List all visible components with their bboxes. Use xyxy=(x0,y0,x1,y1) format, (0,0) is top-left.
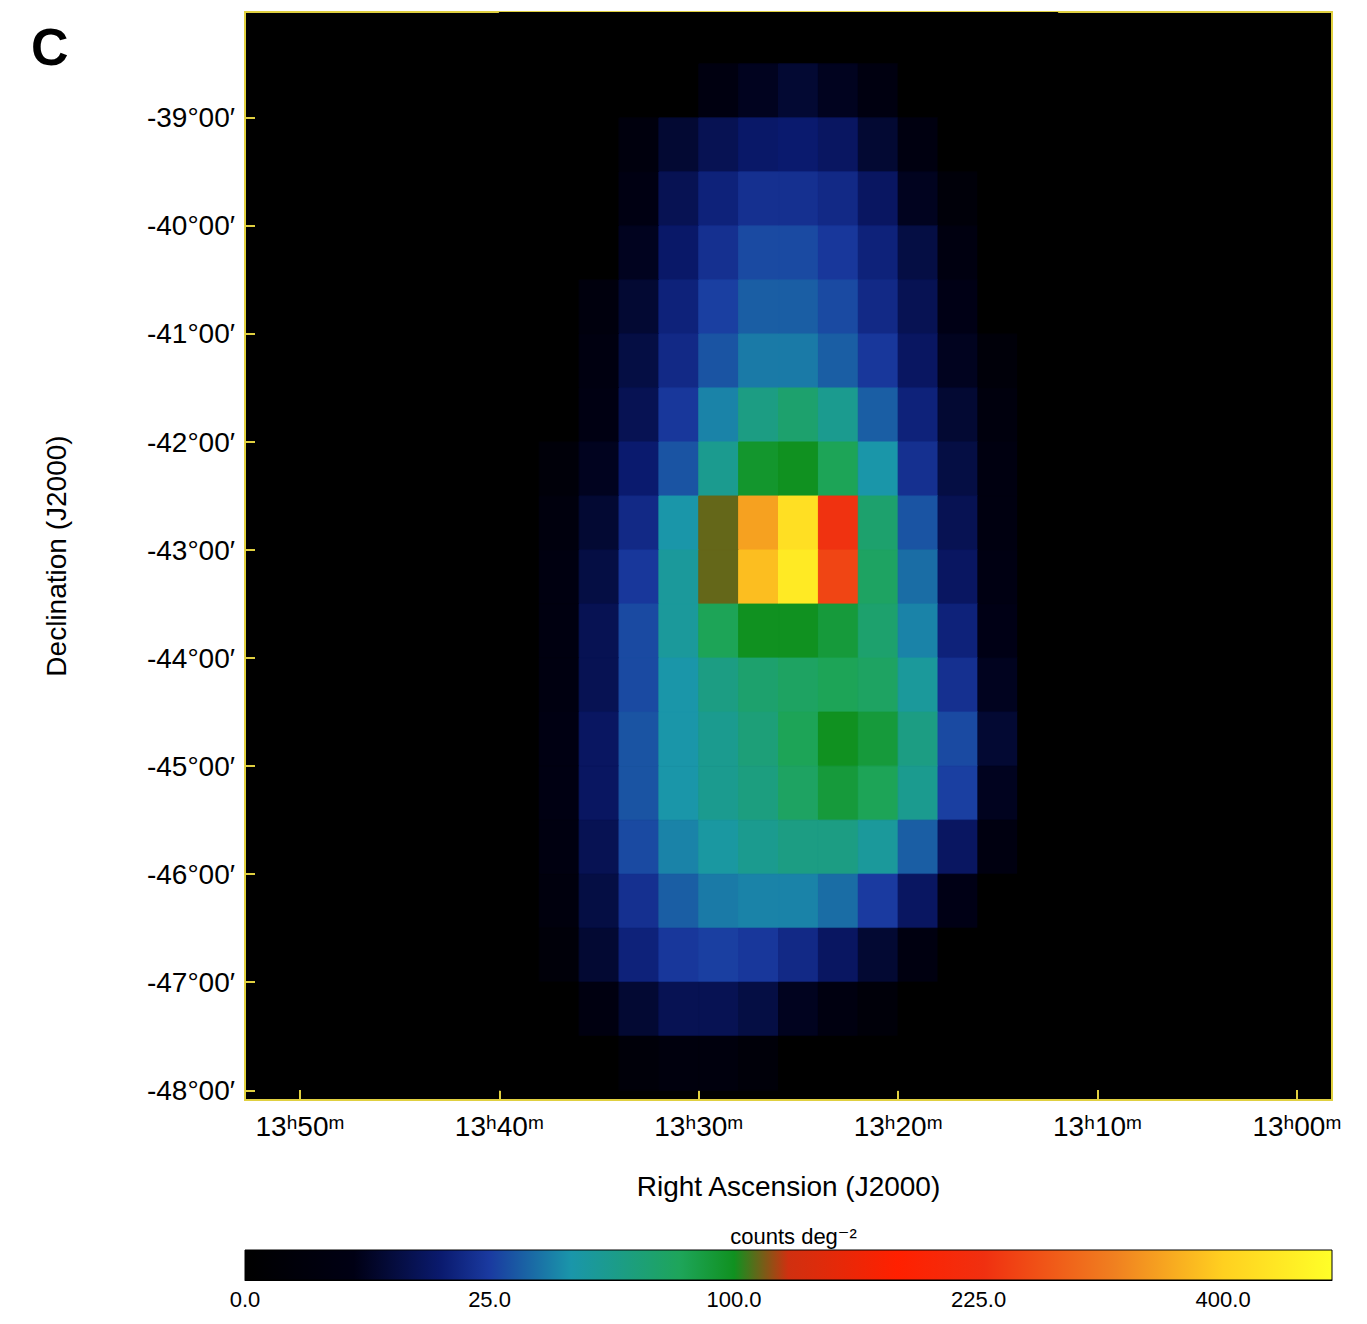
svg-text:400.0: 400.0 xyxy=(1196,1287,1251,1312)
svg-text:counts deg⁻²: counts deg⁻² xyxy=(730,1224,857,1249)
svg-text:-42°00′: -42°00′ xyxy=(147,427,235,458)
svg-text:-47°00′: -47°00′ xyxy=(147,967,235,998)
svg-text:Declination (J2000): Declination (J2000) xyxy=(41,435,72,676)
svg-text:13ʰ20ᵐ: 13ʰ20ᵐ xyxy=(854,1111,943,1142)
svg-text:225.0: 225.0 xyxy=(951,1287,1006,1312)
svg-text:C: C xyxy=(31,18,69,76)
svg-text:-40°00′: -40°00′ xyxy=(147,210,235,241)
svg-text:0.0: 0.0 xyxy=(230,1287,261,1312)
svg-text:25.0: 25.0 xyxy=(468,1287,511,1312)
svg-text:-48°00′: -48°00′ xyxy=(147,1075,235,1106)
svg-text:100.0: 100.0 xyxy=(707,1287,762,1312)
svg-text:Right Ascension (J2000): Right Ascension (J2000) xyxy=(637,1171,941,1202)
svg-text:13ʰ00ᵐ: 13ʰ00ᵐ xyxy=(1252,1111,1341,1142)
svg-text:-41°00′: -41°00′ xyxy=(147,318,235,349)
svg-text:-46°00′: -46°00′ xyxy=(147,859,235,890)
svg-text:13ʰ30ᵐ: 13ʰ30ᵐ xyxy=(654,1111,743,1142)
svg-text:-45°00′: -45°00′ xyxy=(147,751,235,782)
svg-text:-44°00′: -44°00′ xyxy=(147,643,235,674)
svg-text:13ʰ50ᵐ: 13ʰ50ᵐ xyxy=(255,1111,344,1142)
svg-text:13ʰ40ᵐ: 13ʰ40ᵐ xyxy=(455,1111,544,1142)
svg-text:13ʰ10ᵐ: 13ʰ10ᵐ xyxy=(1053,1111,1142,1142)
svg-text:-43°00′: -43°00′ xyxy=(147,535,235,566)
svg-text:-39°00′: -39°00′ xyxy=(147,102,235,133)
